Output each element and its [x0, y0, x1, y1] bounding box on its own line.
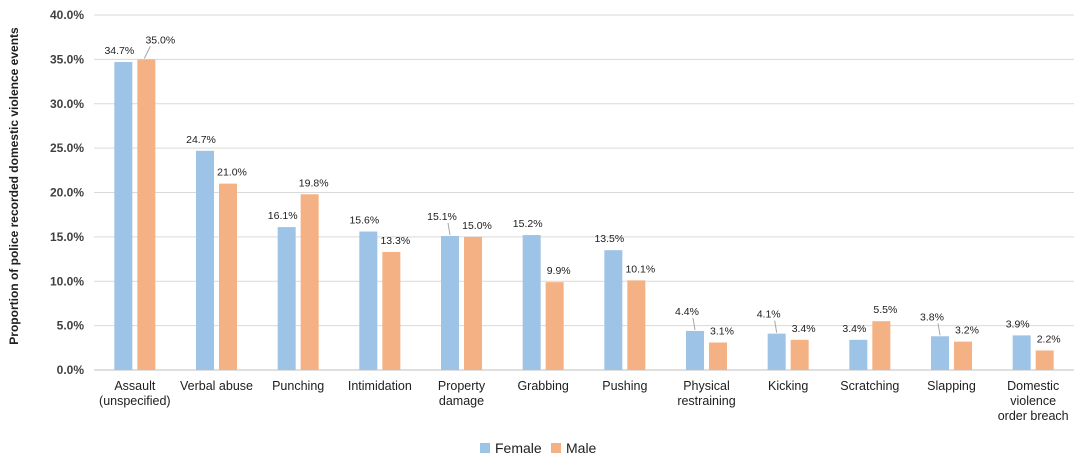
bars [114, 59, 1054, 370]
leader-line [143, 46, 151, 59]
y-tick-label: 20.0% [50, 186, 84, 200]
bar-female [931, 336, 949, 370]
data-label-male: 2.2% [1037, 333, 1061, 345]
bar-male [1035, 350, 1054, 370]
x-category-label: Assault (unspecified) [99, 379, 171, 408]
y-tick-label: 0.0% [57, 363, 85, 377]
data-label-female: 3.8% [920, 311, 944, 323]
x-axis-categories: Assault (unspecified) Verbal abuse Punching… [99, 379, 1069, 423]
bar-female [522, 235, 541, 370]
leader-line [447, 222, 451, 236]
data-label-male: 9.9% [547, 265, 571, 277]
data-label-male: 3.2% [955, 325, 979, 337]
data-label-female: 15.2% [513, 218, 543, 230]
bar-male [709, 342, 727, 370]
y-tick-label: 40.0% [50, 8, 84, 22]
bar-female [604, 250, 623, 370]
leader-line [937, 323, 941, 336]
data-label-female: 13.5% [594, 233, 624, 245]
bar-male [137, 59, 156, 370]
data-label-male: 3.1% [710, 325, 734, 337]
legend-label-female: Female [495, 440, 542, 456]
bar-female [1012, 335, 1031, 370]
bar-male [219, 183, 237, 370]
bar-male [954, 341, 972, 370]
data-label-male: 21.0% [217, 167, 247, 179]
legend-swatch-male [551, 443, 561, 453]
data-label-female: 15.1% [427, 211, 457, 223]
data-label-male: 10.1% [625, 263, 655, 275]
bar-female [277, 227, 296, 370]
data-label-female: 3.4% [842, 323, 866, 335]
data-label-female: 34.7% [104, 45, 134, 57]
x-category-label: Slapping [927, 379, 976, 393]
data-label-male: 5.5% [873, 304, 897, 316]
y-tick-label: 25.0% [50, 141, 84, 155]
bar-female [359, 231, 378, 370]
bar-female [441, 235, 459, 370]
bar-female [196, 150, 214, 370]
data-label-female: 16.1% [268, 210, 298, 222]
x-category-label: Pushing [602, 379, 647, 393]
bar-male [382, 251, 401, 370]
x-category-label: Verbal abuse [180, 379, 253, 393]
data-label-female: 15.6% [349, 215, 379, 227]
bar-female [849, 339, 868, 370]
gridlines [94, 14, 1074, 371]
x-category-label: Physical restraining [677, 379, 735, 408]
data-label-female: 4.1% [757, 309, 781, 321]
data-label-male: 15.0% [462, 220, 492, 232]
data-label-female: 4.4% [675, 306, 699, 318]
x-category-label: Intimidation [348, 379, 412, 393]
y-tick-label: 35.0% [50, 52, 84, 66]
y-tick-label: 10.0% [50, 274, 84, 288]
legend-swatch-female [480, 443, 490, 453]
legend: Female Male [480, 440, 597, 456]
bar-male [300, 194, 319, 370]
data-label-male: 3.4% [792, 323, 816, 335]
leader-line [774, 320, 778, 333]
data-label-male: 13.3% [380, 235, 410, 247]
y-tick-label: 15.0% [50, 230, 84, 244]
y-axis-label: Proportion of police recorded domestic v… [7, 27, 21, 345]
x-category-label: Kicking [768, 379, 808, 393]
bar-male [627, 280, 646, 370]
bar-male [545, 282, 564, 370]
x-category-label: Property damage [438, 379, 486, 408]
x-category-label: Scratching [840, 379, 899, 393]
y-axis-ticks: 0.0% 5.0% 10.0% 15.0% 20.0% 25.0% 30.0% 35.0% 40… [50, 8, 84, 377]
y-tick-label: 30.0% [50, 97, 84, 111]
y-tick-label: 5.0% [57, 319, 85, 333]
x-category-label: Grabbing [517, 379, 568, 393]
data-label-female: 3.9% [1006, 318, 1030, 330]
bar-female [114, 62, 133, 370]
data-label-male: 35.0% [145, 34, 175, 46]
data-label-female: 24.7% [186, 134, 216, 146]
leader-line [692, 317, 696, 331]
data-labels: 34.7% 35.0% 24.7% 21.0% 16.1% 19.8% 15.6%13.3%… [104, 34, 1060, 345]
bar-male [872, 321, 891, 370]
data-label-male: 19.8% [299, 177, 329, 189]
legend-label-male: Male [566, 440, 597, 456]
x-category-label: Domestic violence order breach [998, 379, 1069, 423]
x-category-label: Punching [272, 379, 324, 393]
bar-female [767, 333, 786, 370]
bar-male [790, 339, 809, 370]
bar-male [464, 236, 482, 370]
bar-female [686, 330, 704, 370]
